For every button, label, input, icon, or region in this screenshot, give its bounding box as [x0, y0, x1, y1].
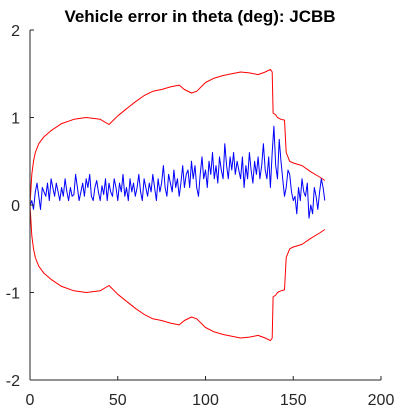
x-tick-label: 150 — [280, 392, 307, 409]
y-ticks: 2 1 0 -1 -2 — [6, 23, 34, 390]
y-tick-label: -1 — [6, 286, 20, 303]
x-ticks: 0 50 100 150 200 — [26, 376, 395, 409]
series-line-upper-bound — [29, 68, 326, 206]
y-tick-label: 0 — [11, 198, 20, 215]
x-tick-label: 0 — [26, 392, 35, 409]
x-tick-label: 50 — [109, 392, 127, 409]
y-tick-label: 1 — [11, 111, 20, 128]
x-tick-label: 200 — [368, 392, 395, 409]
y-tick-label: 2 — [11, 23, 20, 40]
plot-area — [30, 30, 381, 380]
series-layer — [29, 68, 326, 342]
chart-title: Vehicle error in theta (deg): JCBB — [64, 7, 335, 26]
series-line-lower-bound — [29, 204, 326, 342]
series-line-error — [29, 125, 326, 219]
x-tick-label: 100 — [192, 392, 219, 409]
y-tick-label: -2 — [6, 373, 20, 390]
